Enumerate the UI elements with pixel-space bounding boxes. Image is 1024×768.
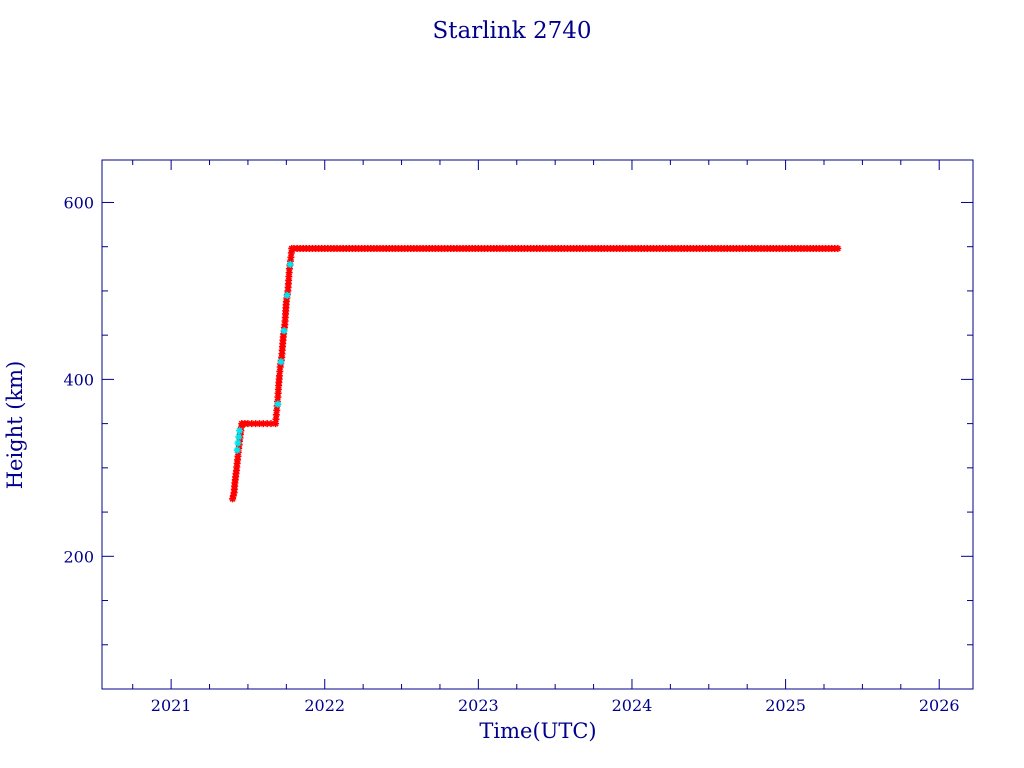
data-point [235, 427, 243, 435]
y-axis-label: Height (km) [3, 361, 27, 490]
data-point [277, 358, 285, 366]
y-tick-label: 600 [63, 193, 94, 212]
data-point [233, 446, 241, 454]
x-tick-label: 2024 [612, 696, 653, 715]
data-point [280, 327, 288, 335]
data-point [283, 291, 291, 299]
y-tick-label: 200 [63, 547, 94, 566]
data-point [235, 433, 243, 441]
ticks-layer: 2021 2022 2023 2024 2025 2026 200 400 600 [63, 160, 973, 715]
x-tick-label: 2023 [458, 696, 499, 715]
data-point [834, 244, 842, 252]
data-point [274, 400, 282, 408]
plot-frame [101, 159, 974, 690]
x-tick-label: 2022 [304, 696, 345, 715]
points-layer [229, 244, 842, 503]
y-tick-label: 400 [63, 370, 94, 389]
x-tick-label: 2025 [765, 696, 806, 715]
x-tick-label: 2026 [919, 696, 960, 715]
chart-title: Starlink 2740 [432, 18, 591, 44]
x-axis-label: Time(UTC) [479, 719, 596, 743]
data-point [287, 249, 295, 257]
x-tick-label: 2021 [151, 696, 192, 715]
data-point [286, 260, 294, 268]
data-point [234, 439, 242, 447]
